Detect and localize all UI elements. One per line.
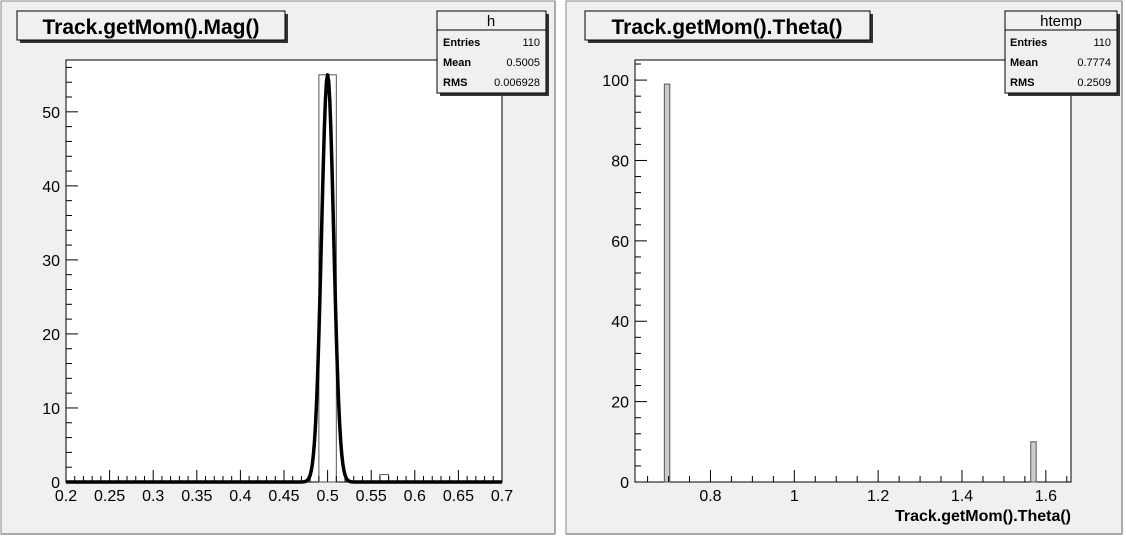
- x-tick-label-0-4: 0.4: [229, 488, 251, 505]
- x-tick-label-0-5: 0.45: [268, 488, 299, 505]
- left-title-box: Track.getMom().Mag(): [16, 10, 288, 43]
- left-stats-entries-label: Entries: [443, 37, 480, 49]
- x-tick-label-1-0: 0.8: [699, 488, 721, 505]
- x-tick-label-1-1: 1: [790, 488, 799, 505]
- x-tick-label-0-2: 0.3: [142, 488, 164, 505]
- x-tick-label-1-3: 1.4: [951, 488, 973, 505]
- y-tick-label-0-1: 10: [42, 401, 60, 418]
- histogram-bar-1-1: [1030, 441, 1037, 483]
- left-plot-area: 0.2 0.25 0.3 0.35 0.4 0.45 0.5 0.55 0.6 0.65 0.7 0 1…: [42, 66, 513, 505]
- right-chart-title: Track.getMom().Theta(): [611, 16, 842, 39]
- x-tick-label-0-6: 0.5: [316, 488, 338, 505]
- right-stats-mean-label: Mean: [1010, 57, 1038, 69]
- right-plot-frame: [634, 59, 1072, 483]
- x-tick-label-1-4: 1.6: [1035, 488, 1057, 505]
- x-tick-label-0-0: 0.2: [55, 488, 77, 505]
- x-tick-label-0-10: 0.7: [491, 488, 513, 505]
- y-tick-label-1-4: 80: [611, 153, 629, 170]
- left-stats-mean-value: 0.5005: [506, 57, 540, 69]
- left-stats-rms-label: RMS: [443, 77, 467, 89]
- left-chart-title: Track.getMom().Mag(): [42, 16, 259, 39]
- x-tick-label-0-9: 0.65: [443, 488, 474, 505]
- y-tick-label-1-2: 40: [611, 314, 629, 331]
- right-stats-mean-value: 0.7774: [1077, 57, 1111, 69]
- right-x-axis-label: Track.getMom().Theta(): [895, 508, 1071, 525]
- y-tick-label-0-2: 20: [42, 327, 60, 344]
- right-stats-box: htemp Entries 110 Mean 0.7774 RMS 0.2509: [1004, 10, 1120, 96]
- right-stats-entries-value: 110: [1093, 37, 1111, 49]
- x-tick-label-0-7: 0.55: [356, 488, 387, 505]
- left-stats-mean-label: Mean: [443, 57, 471, 69]
- x-tick-label-0-8: 0.6: [404, 488, 426, 505]
- left-plot-frame: [65, 59, 503, 483]
- right-stats-entries-label: Entries: [1010, 37, 1047, 49]
- y-tick-label-1-3: 60: [611, 234, 629, 251]
- x-tick-label-0-3: 0.35: [181, 488, 212, 505]
- right-plot-area: 0.8 1 1.2 1.4 1.6 0 20 40 60 80 100: [602, 63, 1068, 505]
- x-tick-label-1-2: 1.2: [867, 488, 889, 505]
- left-pad: 0.2 0.25 0.3 0.35 0.4 0.45 0.5 0.55 0.6 0.65 0.7 0 1…: [0, 0, 556, 535]
- y-tick-label-0-5: 50: [42, 105, 60, 122]
- y-tick-label-0-3: 30: [42, 253, 60, 270]
- right-stats-name: htemp: [1040, 13, 1082, 30]
- left-stats-rms-value: 0.006928: [494, 77, 540, 89]
- y-tick-label-1-5: 100: [602, 73, 629, 90]
- left-stats-name: h: [487, 13, 495, 30]
- y-tick-label-1-0: 0: [620, 475, 629, 492]
- left-stats-box: h Entries 110 Mean 0.5005 RMS 0.006928: [436, 10, 549, 96]
- right-stats-rms-value: 0.2509: [1077, 77, 1111, 89]
- right-pad: 0.8 1 1.2 1.4 1.6 0 20 40 60 80 100 Track.getMom()…: [565, 0, 1123, 535]
- y-tick-label-0-0: 0: [51, 475, 60, 492]
- y-tick-label-0-4: 40: [42, 179, 60, 196]
- x-tick-label-0-1: 0.25: [94, 488, 125, 505]
- y-tick-label-1-1: 20: [611, 395, 629, 412]
- left-stats-entries-value: 110: [522, 37, 540, 49]
- histogram-bar-1-0: [663, 83, 671, 483]
- right-stats-rms-label: RMS: [1010, 77, 1034, 89]
- right-title-box: Track.getMom().Theta(): [584, 10, 873, 43]
